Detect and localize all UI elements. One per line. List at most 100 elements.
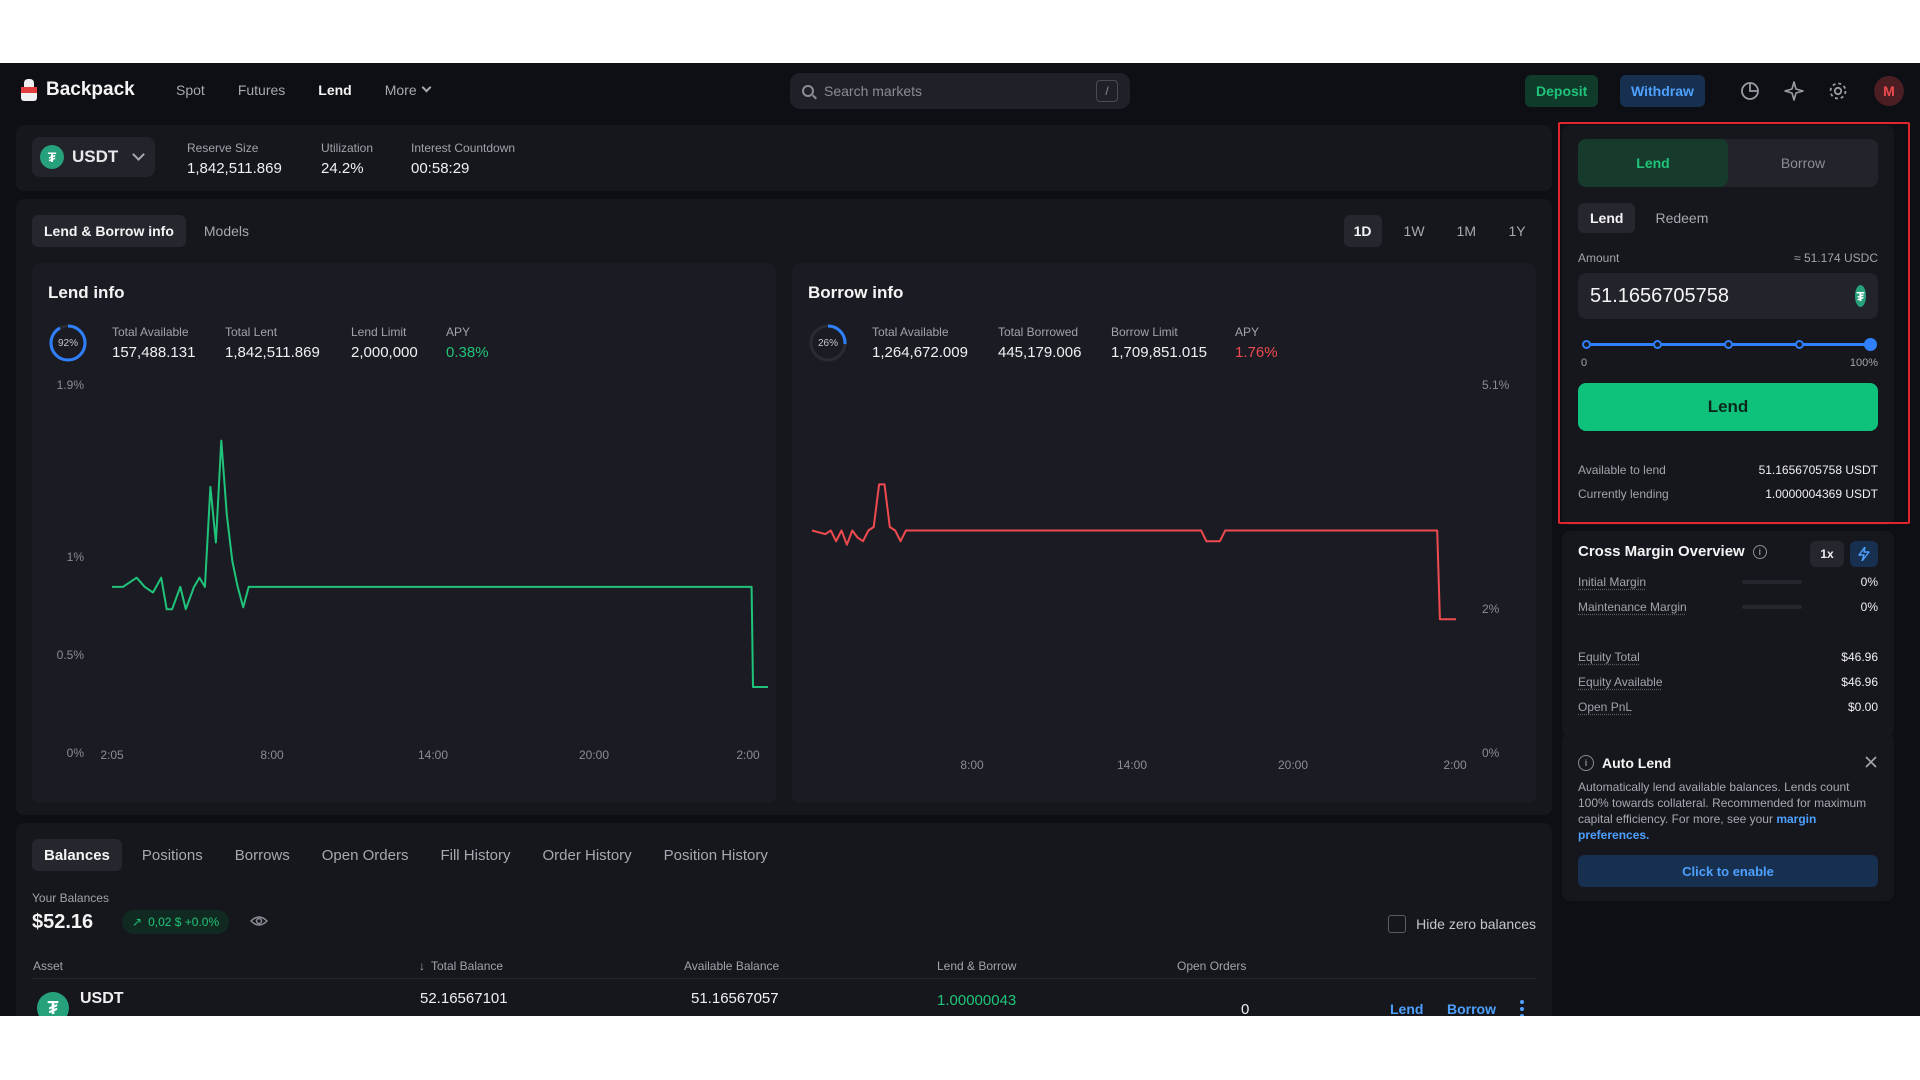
avatar[interactable]: M	[1874, 76, 1904, 106]
x-tick-label: 8:00	[960, 758, 984, 772]
x-tick-label: 2:05	[100, 748, 124, 762]
auto-lend-title: i Auto Lend	[1578, 755, 1671, 771]
y-tick-label: 0%	[67, 746, 85, 760]
tab-lend-borrow-info[interactable]: Lend & Borrow info	[32, 215, 186, 247]
stat-label: Total Borrowed	[998, 325, 1079, 339]
lend-submit-button[interactable]: Lend	[1578, 383, 1878, 431]
y-tick-label: 1.9%	[57, 378, 85, 392]
borrow-ring-label: 26%	[817, 337, 838, 349]
stat-reserve-size: Reserve Size 1,842,511.869	[187, 141, 282, 177]
search-bar[interactable]: /	[790, 73, 1130, 109]
nav-lend[interactable]: Lend	[318, 82, 352, 98]
row-lend-link[interactable]: Lend	[1390, 1001, 1424, 1016]
mode-lend-tab[interactable]: Lend	[1578, 139, 1728, 187]
main-nav: Spot Futures Lend More	[176, 82, 432, 98]
eye-icon[interactable]	[250, 914, 268, 928]
column-header-total-balance[interactable]: ↓ Total Balance	[419, 959, 503, 973]
slider-min-label: 0	[1581, 357, 1588, 369]
balance-change-value: 0,02 $ +0.0%	[148, 915, 220, 929]
tab-fill-history[interactable]: Fill History	[440, 846, 511, 864]
account-tabs: Balances Positions Borrows Open Orders F…	[32, 839, 780, 871]
x-tick-label: 20:00	[1278, 758, 1308, 772]
tab-balances[interactable]: Balances	[32, 839, 122, 871]
open-pnl-label: Open PnL	[1578, 700, 1633, 714]
stat-value: 157,488.131	[112, 344, 196, 361]
currently-lending-label: Currently lending	[1578, 487, 1669, 501]
info-icon[interactable]: i	[1752, 544, 1767, 559]
lend-apy-chart: 1.9% 1% 0.5% 0% 2:05 8:00 14:00 20:00 2:00	[57, 378, 768, 762]
lend-info-card: Lend info 92% Total Available 157,488.131…	[32, 263, 776, 803]
timeframe-1y[interactable]: 1Y	[1508, 223, 1526, 239]
leverage-button[interactable]: 1x	[1810, 541, 1844, 567]
subtab-lend[interactable]: Lend	[1578, 203, 1636, 233]
initial-margin-value: 0%	[1860, 575, 1878, 589]
tab-models[interactable]: Models	[203, 223, 250, 239]
initial-margin-label: Initial Margin	[1578, 575, 1647, 589]
lightning-icon[interactable]	[1850, 541, 1878, 567]
portfolio-pie-icon[interactable]	[1738, 79, 1762, 103]
tether-icon: ₮	[1855, 285, 1866, 307]
slider-mark-50[interactable]	[1724, 340, 1733, 349]
lend-borrow-cell: 1.00000043	[937, 992, 1017, 1009]
timeframe-tabs: 1D 1W 1M 1Y	[1343, 215, 1536, 247]
hide-zero-toggle[interactable]: Hide zero balances	[1388, 915, 1536, 933]
open-pnl-value: $0.00	[1847, 700, 1878, 714]
borrow-stat-borrow-limit: Borrow Limit 1,709,851.015	[1111, 325, 1207, 361]
lend-borrow-switch: Lend Borrow	[1578, 139, 1878, 187]
subtab-redeem[interactable]: Redeem	[1655, 210, 1709, 226]
slider-mark-25[interactable]	[1653, 340, 1662, 349]
stat-value: 1,264,672.009	[872, 344, 968, 361]
tab-order-history[interactable]: Order History	[542, 846, 632, 864]
equity-total-label: Equity Total	[1578, 650, 1640, 664]
slider-mark-75[interactable]	[1795, 340, 1804, 349]
nav-spot[interactable]: Spot	[176, 82, 205, 98]
close-icon[interactable]	[1864, 755, 1878, 769]
nav-futures[interactable]: Futures	[237, 82, 286, 98]
column-header-label: Total Balance	[431, 959, 504, 973]
brand-logo[interactable]: Backpack	[20, 79, 135, 101]
nav-more[interactable]: More	[385, 82, 432, 98]
stat-utilization: Utilization 24.2%	[321, 141, 373, 177]
timeframe-1d[interactable]: 1D	[1343, 215, 1382, 247]
sort-arrow-down-icon: ↓	[419, 959, 425, 973]
amount-field[interactable]: ₮	[1578, 273, 1878, 319]
row-borrow-link[interactable]: Borrow	[1447, 1001, 1496, 1016]
cross-margin-title: Cross Margin Overview i	[1578, 543, 1767, 560]
timeframe-1w[interactable]: 1W	[1403, 223, 1425, 239]
deposit-button[interactable]: Deposit	[1525, 75, 1599, 107]
margin-preferences-link[interactable]: margin preferences.	[1578, 812, 1817, 842]
asset-selector[interactable]: ₮ USDT	[32, 137, 156, 177]
slider-thumb[interactable]	[1864, 338, 1877, 351]
stat-value: 445,179.006	[998, 344, 1082, 361]
tab-position-history[interactable]: Position History	[663, 846, 768, 864]
x-tick-label: 20:00	[579, 748, 609, 762]
open-pnl-row: Open PnL $0.00	[1578, 700, 1878, 714]
sparkle-icon[interactable]	[1782, 79, 1806, 103]
more-actions-icon[interactable]	[1520, 1000, 1524, 1016]
stat-label: APY	[446, 325, 471, 339]
tab-open-orders[interactable]: Open Orders	[321, 846, 409, 864]
mode-borrow-tab[interactable]: Borrow	[1780, 155, 1826, 171]
borrow-info-card: Borrow info 26% Total Available 1,264,672…	[792, 263, 1536, 803]
stat-label: Reserve Size	[187, 141, 259, 155]
slider-max-label: 100%	[1849, 357, 1878, 369]
search-input[interactable]	[824, 83, 1096, 99]
maintenance-margin-label: Maintenance Margin	[1578, 600, 1687, 614]
enable-auto-lend-button[interactable]: Click to enable	[1578, 855, 1878, 887]
y-tick-label: 2%	[1482, 602, 1500, 616]
withdraw-button[interactable]: Withdraw	[1620, 75, 1705, 107]
tab-positions[interactable]: Positions	[141, 846, 203, 864]
lend-stat-total-lent: Total Lent 1,842,511.869	[225, 325, 320, 361]
tether-icon: ₮	[37, 992, 69, 1016]
balances-panel: Balances Positions Borrows Open Orders F…	[16, 823, 1552, 1016]
brand-name: Backpack	[46, 79, 135, 100]
tab-borrows[interactable]: Borrows	[234, 846, 290, 864]
timeframe-1m[interactable]: 1M	[1456, 223, 1476, 239]
cross-margin-panel: Cross Margin Overview i 1x Initial Margi…	[1562, 531, 1894, 737]
hide-zero-checkbox[interactable]	[1388, 915, 1407, 933]
amount-input[interactable]	[1590, 284, 1855, 308]
amount-slider[interactable]	[1582, 338, 1877, 352]
slider-mark-0[interactable]	[1582, 340, 1591, 349]
gear-icon[interactable]	[1826, 79, 1850, 103]
asset-cell: USDT	[80, 990, 124, 1007]
